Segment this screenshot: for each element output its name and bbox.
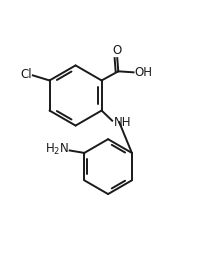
Text: NH: NH — [114, 116, 132, 129]
Text: OH: OH — [134, 66, 152, 79]
Text: O: O — [113, 44, 122, 57]
Text: Cl: Cl — [20, 68, 32, 81]
Text: H$_2$N: H$_2$N — [44, 142, 69, 157]
